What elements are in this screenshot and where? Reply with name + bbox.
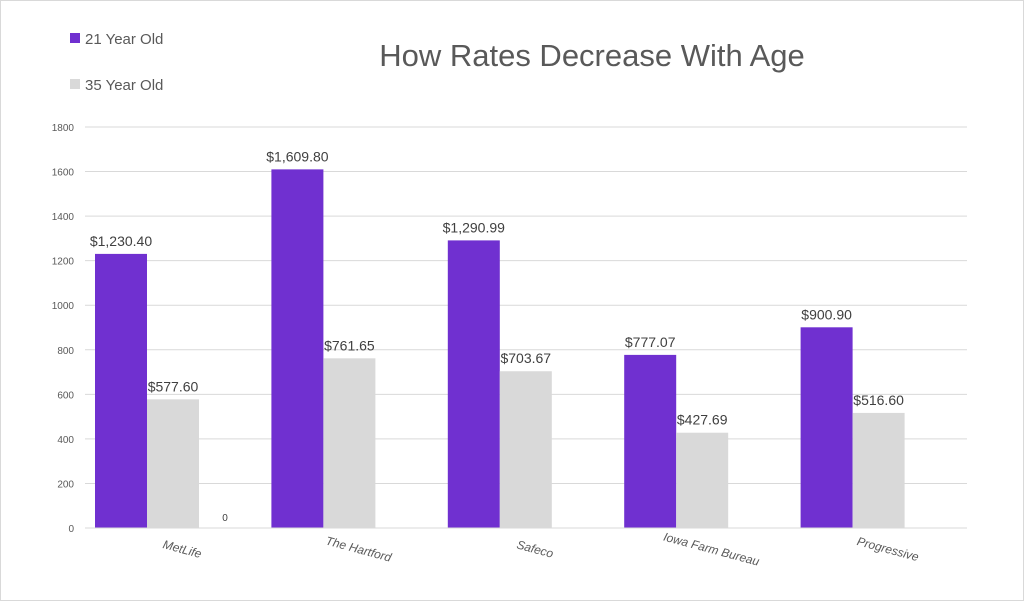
legend-swatch-35-year-old [70, 79, 80, 89]
y-tick-label: 1000 [52, 301, 75, 312]
bar-progressive-21-year-old [800, 327, 853, 528]
bar-metlife-21-year-old [95, 253, 147, 528]
x-axis: MetLife The Hartford Safeco Iowa Farm Burea… [85, 527, 967, 569]
data-label: $900.90 [801, 306, 852, 322]
x-category-label: Safeco [515, 538, 555, 561]
y-tick-label: 200 [57, 479, 74, 490]
y-tick-label: 400 [57, 435, 74, 446]
data-labels: $1,230.40 $577.60 $1,609.80 $761.65 $1,290.9… [90, 148, 904, 524]
y-tick-label: 600 [57, 390, 74, 401]
y-axis: 0 200 400 600 800 1000 1200 1400 1600 1800 [52, 123, 75, 535]
bar-progressive-35-year-old [852, 412, 905, 528]
y-tick-label: 0 [68, 524, 74, 535]
x-category-label: Progressive [855, 534, 920, 564]
x-category-label: The Hartford [324, 534, 393, 565]
data-label: $577.60 [148, 378, 199, 394]
data-label: $1,230.40 [90, 233, 152, 249]
x-category-label: MetLife [161, 537, 203, 561]
y-tick-label: 1600 [52, 168, 75, 179]
bar-metlife-35-year-old [147, 399, 199, 528]
data-label: $1,290.99 [443, 219, 505, 235]
data-label: $427.69 [677, 412, 728, 428]
legend: 21 Year Old 35 Year Old [70, 31, 163, 94]
bars [95, 169, 905, 529]
y-tick-label: 800 [57, 346, 74, 357]
y-tick-label: 1400 [52, 212, 75, 223]
legend-label-35-year-old: 35 Year Old [85, 77, 163, 94]
x-category-label: Iowa Farm Bureau [662, 530, 761, 569]
bar-the-hartford-35-year-old [323, 358, 376, 528]
bar-iowa-farm-bureau-21-year-old [624, 354, 677, 528]
data-label: $777.07 [625, 334, 676, 350]
bar-iowa-farm-bureau-35-year-old [676, 432, 729, 528]
bar-the-hartford-21-year-old [271, 169, 324, 529]
data-label: $761.65 [324, 337, 375, 353]
legend-swatch-21-year-old [70, 33, 80, 43]
bar-safeco-21-year-old [447, 240, 500, 528]
data-label: $516.60 [853, 392, 904, 408]
bar-safeco-35-year-old [499, 371, 552, 528]
chart-title: How Rates Decrease With Age [379, 38, 805, 73]
y-tick-label: 1200 [52, 257, 75, 268]
data-label: $1,609.80 [266, 148, 328, 164]
y-tick-label: 1800 [52, 123, 75, 134]
data-label: $703.67 [500, 350, 551, 366]
legend-label-21-year-old: 21 Year Old [85, 31, 163, 48]
annotation-label: 0 [222, 513, 228, 524]
